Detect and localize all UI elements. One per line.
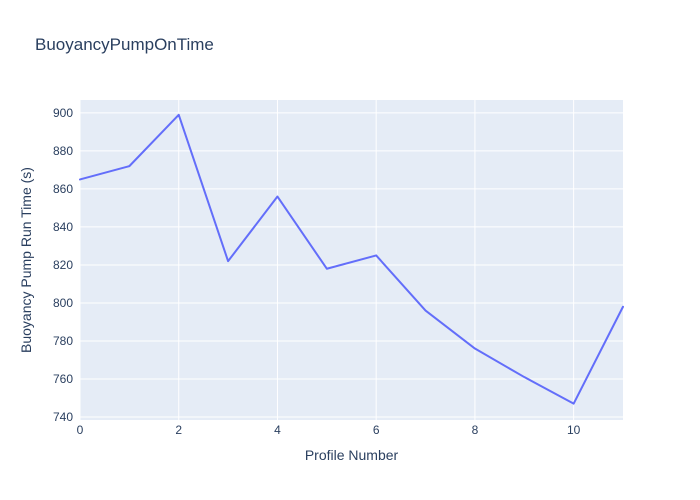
y-tick-label: 880 <box>53 144 73 158</box>
y-tick-label: 900 <box>53 106 73 120</box>
x-tick-labels: 0 2 4 6 8 10 <box>77 423 581 437</box>
y-tick-label: 740 <box>53 410 73 424</box>
y-axis-title: Buoyancy Pump Run Time (s) <box>18 167 34 353</box>
x-tick-label: 2 <box>175 423 182 437</box>
y-tick-label: 820 <box>53 258 73 272</box>
y-tick-labels: 740 760 780 800 820 840 860 880 900 <box>53 106 73 424</box>
y-gridlines <box>80 112 623 418</box>
y-tick-label: 780 <box>53 334 73 348</box>
y-tick-label: 840 <box>53 220 73 234</box>
plot-area[interactable] <box>80 100 623 420</box>
x-tick-label: 10 <box>567 423 581 437</box>
y-tick-label: 800 <box>53 296 73 310</box>
x-tick-label: 6 <box>373 423 380 437</box>
chart-title: BuoyancyPumpOnTime <box>35 35 214 54</box>
x-tick-label: 4 <box>274 423 281 437</box>
x-axis-title: Profile Number <box>305 447 399 463</box>
x-tick-label: 8 <box>472 423 479 437</box>
x-tick-label: 0 <box>77 423 84 437</box>
series-line[interactable] <box>79 113 624 405</box>
x-gridlines <box>79 100 575 420</box>
y-tick-label: 860 <box>53 182 73 196</box>
y-tick-label: 760 <box>53 372 73 386</box>
